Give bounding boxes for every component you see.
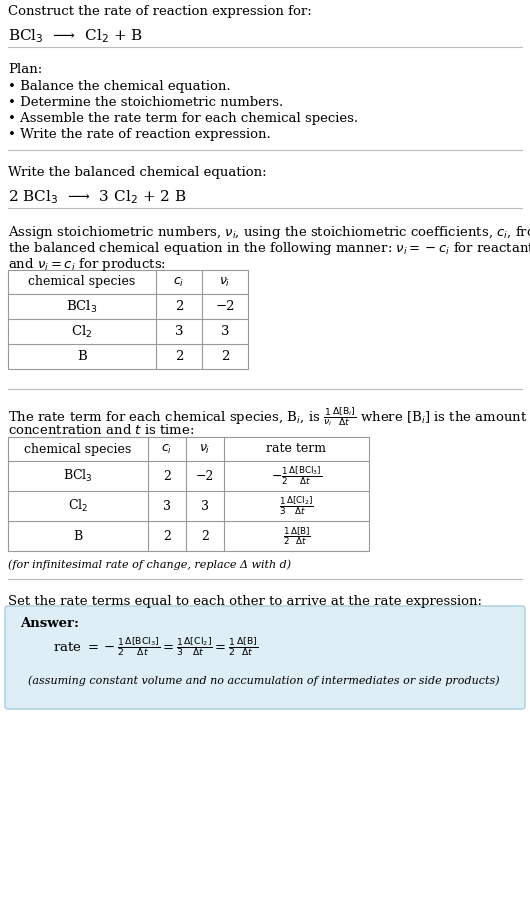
- Text: −2: −2: [196, 470, 214, 482]
- Text: 2: 2: [201, 530, 209, 542]
- Text: (for infinitesimal rate of change, replace Δ with d): (for infinitesimal rate of change, repla…: [8, 559, 291, 570]
- Text: B: B: [73, 530, 83, 542]
- Text: $c_i$: $c_i$: [173, 276, 184, 288]
- Text: $\frac{1}{3}\frac{\Delta[\mathrm{Cl_2}]}{\Delta t}$: $\frac{1}{3}\frac{\Delta[\mathrm{Cl_2}]}…: [279, 495, 314, 518]
- Text: the balanced chemical equation in the following manner: $\nu_i = -c_i$ for react: the balanced chemical equation in the fo…: [8, 240, 530, 257]
- Text: BCl$_3$: BCl$_3$: [63, 468, 93, 484]
- Text: 3: 3: [221, 325, 229, 338]
- Text: rate $= -\frac{1}{2}\frac{\Delta[\mathrm{BCl_3}]}{\Delta t} = \frac{1}{3}\frac{\: rate $= -\frac{1}{2}\frac{\Delta[\mathrm…: [53, 635, 258, 659]
- Text: 3: 3: [163, 500, 171, 512]
- Text: $\nu_i$: $\nu_i$: [219, 276, 231, 288]
- Text: Set the rate terms equal to each other to arrive at the rate expression:: Set the rate terms equal to each other t…: [8, 595, 482, 608]
- Text: concentration and $t$ is time:: concentration and $t$ is time:: [8, 423, 195, 437]
- FancyBboxPatch shape: [5, 606, 525, 709]
- Text: 2 BCl$_3$  ⟶  3 Cl$_2$ + 2 B: 2 BCl$_3$ ⟶ 3 Cl$_2$ + 2 B: [8, 188, 187, 206]
- Text: • Write the rate of reaction expression.: • Write the rate of reaction expression.: [8, 128, 271, 141]
- Text: • Balance the chemical equation.: • Balance the chemical equation.: [8, 80, 231, 93]
- Bar: [8, 437, 369, 551]
- Text: Cl$_2$: Cl$_2$: [72, 323, 93, 339]
- Text: $\frac{1}{2}\frac{\Delta[\mathrm{B}]}{\Delta t}$: $\frac{1}{2}\frac{\Delta[\mathrm{B}]}{\D…: [282, 525, 311, 547]
- Text: 2: 2: [163, 470, 171, 482]
- Text: chemical species: chemical species: [24, 442, 131, 456]
- Text: and $\nu_i = c_i$ for products:: and $\nu_i = c_i$ for products:: [8, 256, 166, 273]
- Text: BCl$_3$  ⟶  Cl$_2$ + B: BCl$_3$ ⟶ Cl$_2$ + B: [8, 27, 143, 45]
- Text: 3: 3: [201, 500, 209, 512]
- Text: $c_i$: $c_i$: [161, 442, 173, 456]
- Text: −2: −2: [215, 300, 235, 313]
- Text: Plan:: Plan:: [8, 63, 42, 76]
- Text: chemical species: chemical species: [29, 276, 136, 288]
- Text: rate term: rate term: [267, 442, 326, 456]
- Text: BCl$_3$: BCl$_3$: [66, 298, 98, 315]
- Text: 2: 2: [175, 300, 183, 313]
- Text: • Assemble the rate term for each chemical species.: • Assemble the rate term for each chemic…: [8, 112, 358, 125]
- Text: 2: 2: [221, 350, 229, 363]
- Text: (assuming constant volume and no accumulation of intermediates or side products): (assuming constant volume and no accumul…: [28, 675, 500, 685]
- Text: 3: 3: [175, 325, 183, 338]
- Text: Construct the rate of reaction expression for:: Construct the rate of reaction expressio…: [8, 5, 312, 18]
- Text: $-\frac{1}{2}\frac{\Delta[\mathrm{BCl_3}]}{\Delta t}$: $-\frac{1}{2}\frac{\Delta[\mathrm{BCl_3}…: [271, 465, 322, 488]
- Text: 2: 2: [175, 350, 183, 363]
- Text: 2: 2: [163, 530, 171, 542]
- Text: • Determine the stoichiometric numbers.: • Determine the stoichiometric numbers.: [8, 96, 283, 109]
- Text: Cl$_2$: Cl$_2$: [68, 498, 88, 514]
- Text: B: B: [77, 350, 87, 363]
- Bar: [8, 270, 248, 369]
- Text: Write the balanced chemical equation:: Write the balanced chemical equation:: [8, 166, 267, 179]
- Text: $\nu_i$: $\nu_i$: [199, 442, 211, 456]
- Text: Answer:: Answer:: [20, 617, 79, 630]
- Text: The rate term for each chemical species, B$_i$, is $\frac{1}{\nu_i}\frac{\Delta[: The rate term for each chemical species,…: [8, 405, 527, 428]
- Text: Assign stoichiometric numbers, $\nu_i$, using the stoichiometric coefficients, $: Assign stoichiometric numbers, $\nu_i$, …: [8, 224, 530, 241]
